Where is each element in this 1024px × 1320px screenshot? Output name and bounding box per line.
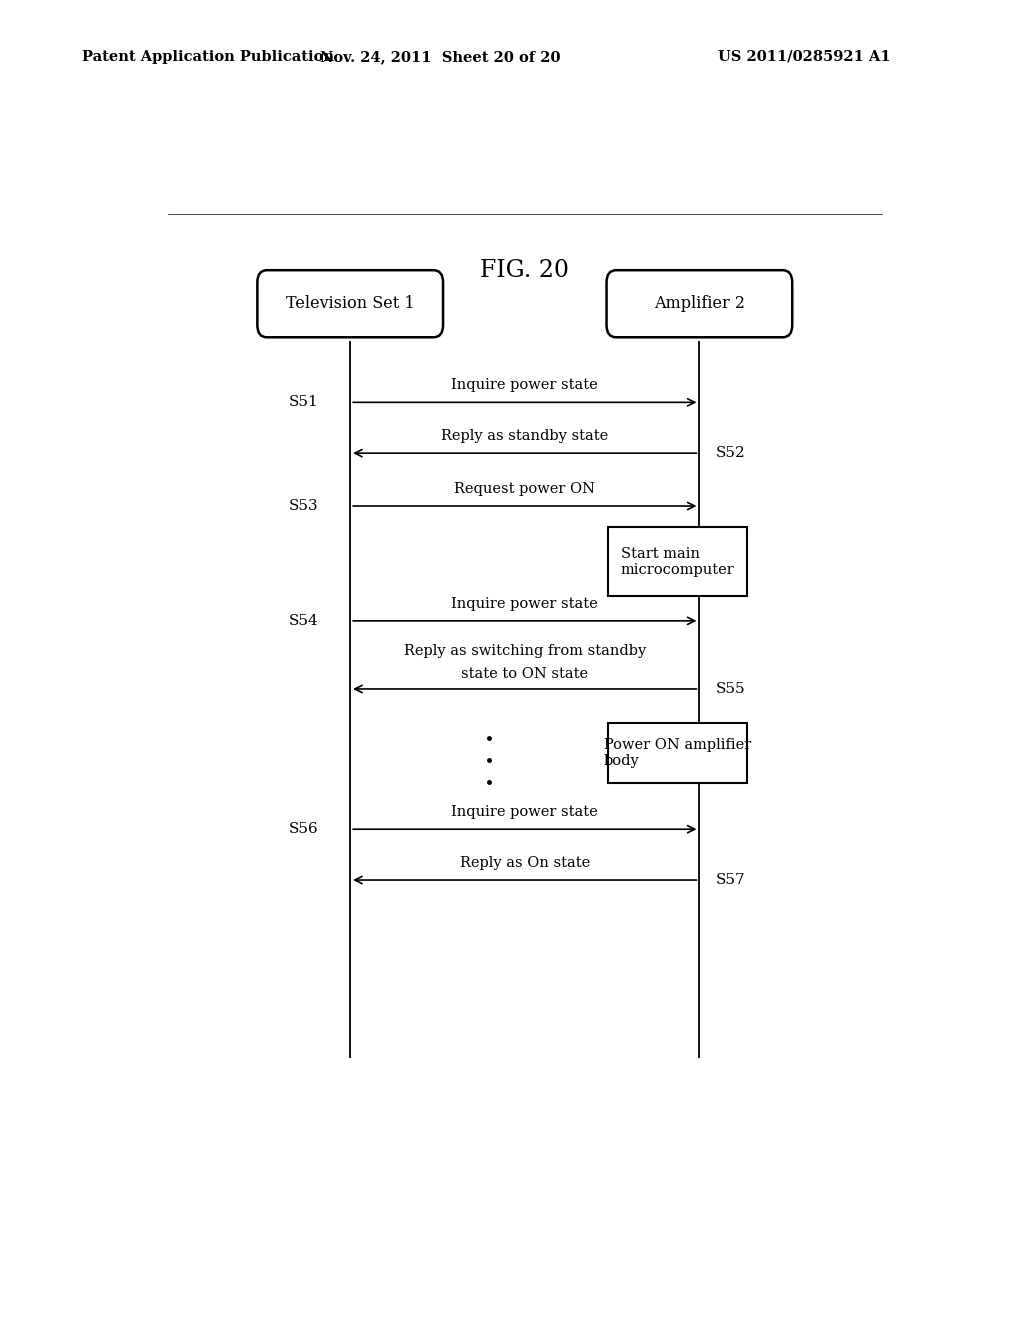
Text: state to ON state: state to ON state (461, 667, 589, 681)
Text: Reply as standby state: Reply as standby state (441, 429, 608, 444)
FancyBboxPatch shape (257, 271, 443, 338)
FancyBboxPatch shape (606, 271, 793, 338)
Text: S54: S54 (289, 614, 318, 628)
Text: Inquire power state: Inquire power state (452, 597, 598, 611)
Text: Television Set 1: Television Set 1 (286, 296, 415, 313)
Text: Start main
microcomputer: Start main microcomputer (621, 546, 734, 577)
Text: S51: S51 (289, 395, 318, 409)
Text: Amplifier 2: Amplifier 2 (654, 296, 744, 313)
Text: Reply as switching from standby: Reply as switching from standby (403, 644, 646, 659)
Text: S57: S57 (715, 873, 744, 887)
Text: Reply as On state: Reply as On state (460, 855, 590, 870)
Text: Nov. 24, 2011  Sheet 20 of 20: Nov. 24, 2011 Sheet 20 of 20 (321, 50, 560, 63)
Text: S55: S55 (715, 682, 744, 696)
FancyBboxPatch shape (608, 528, 748, 597)
Text: Inquire power state: Inquire power state (452, 378, 598, 392)
Text: US 2011/0285921 A1: US 2011/0285921 A1 (718, 50, 891, 63)
Text: Request power ON: Request power ON (455, 482, 595, 496)
Text: S53: S53 (289, 499, 318, 513)
Text: S52: S52 (715, 446, 745, 461)
Text: S56: S56 (289, 822, 318, 837)
Text: Patent Application Publication: Patent Application Publication (82, 50, 334, 63)
FancyBboxPatch shape (608, 722, 748, 784)
Text: Inquire power state: Inquire power state (452, 805, 598, 818)
Text: Power ON amplifier
body: Power ON amplifier body (604, 738, 752, 768)
Text: FIG. 20: FIG. 20 (480, 259, 569, 281)
